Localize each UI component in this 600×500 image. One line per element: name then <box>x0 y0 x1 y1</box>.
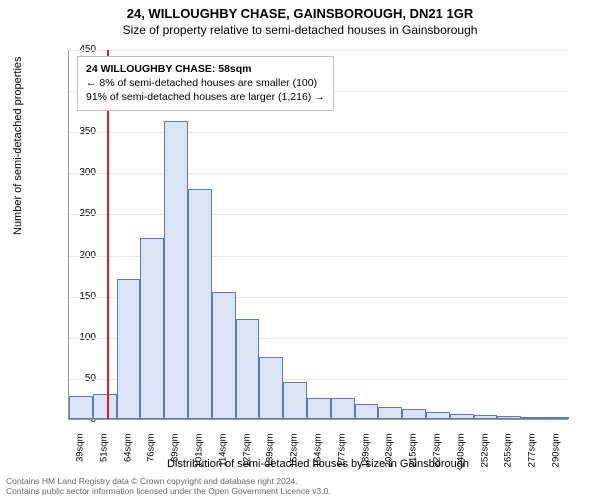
y-axis-label: Number of semi-detached properties <box>12 56 24 235</box>
histogram-bar <box>331 398 355 419</box>
footer-line-1: Contains HM Land Registry data © Crown c… <box>6 476 331 486</box>
chart-subtitle: Size of property relative to semi-detach… <box>0 21 600 37</box>
info-box: 24 WILLOUGHBY CHASE: 58sqm ← 8% of semi-… <box>77 56 334 111</box>
histogram-bar <box>140 238 164 419</box>
histogram-bar <box>236 319 260 419</box>
plot-area: 24 WILLOUGHBY CHASE: 58sqm ← 8% of semi-… <box>68 50 568 420</box>
histogram-bar <box>188 189 212 419</box>
histogram-bar <box>497 416 521 419</box>
footer-attribution: Contains HM Land Registry data © Crown c… <box>6 476 331 496</box>
histogram-bar <box>164 121 188 419</box>
histogram-bar <box>93 394 117 419</box>
chart-title: 24, WILLOUGHBY CHASE, GAINSBOROUGH, DN21… <box>0 0 600 21</box>
histogram-bar <box>426 412 450 419</box>
histogram-bar <box>545 417 569 419</box>
histogram-bar <box>212 292 236 419</box>
histogram-bar <box>521 417 545 419</box>
histogram-bar <box>355 404 379 419</box>
histogram-bar <box>378 407 402 419</box>
histogram-bar <box>69 396 93 419</box>
histogram-bar <box>307 398 331 419</box>
x-axis-label: Distribution of semi-detached houses by … <box>68 458 568 470</box>
histogram-bar <box>117 279 141 419</box>
info-line-3: 91% of semi-detached houses are larger (… <box>86 90 325 104</box>
info-line-1: 24 WILLOUGHBY CHASE: 58sqm <box>86 62 325 76</box>
histogram-bar <box>450 414 474 419</box>
histogram-bar <box>402 409 426 419</box>
histogram-bar <box>474 415 498 419</box>
info-line-2: ← 8% of semi-detached houses are smaller… <box>86 76 325 90</box>
histogram-bar <box>283 382 307 419</box>
histogram-bar <box>259 357 283 419</box>
footer-line-2: Contains public sector information licen… <box>6 486 331 496</box>
